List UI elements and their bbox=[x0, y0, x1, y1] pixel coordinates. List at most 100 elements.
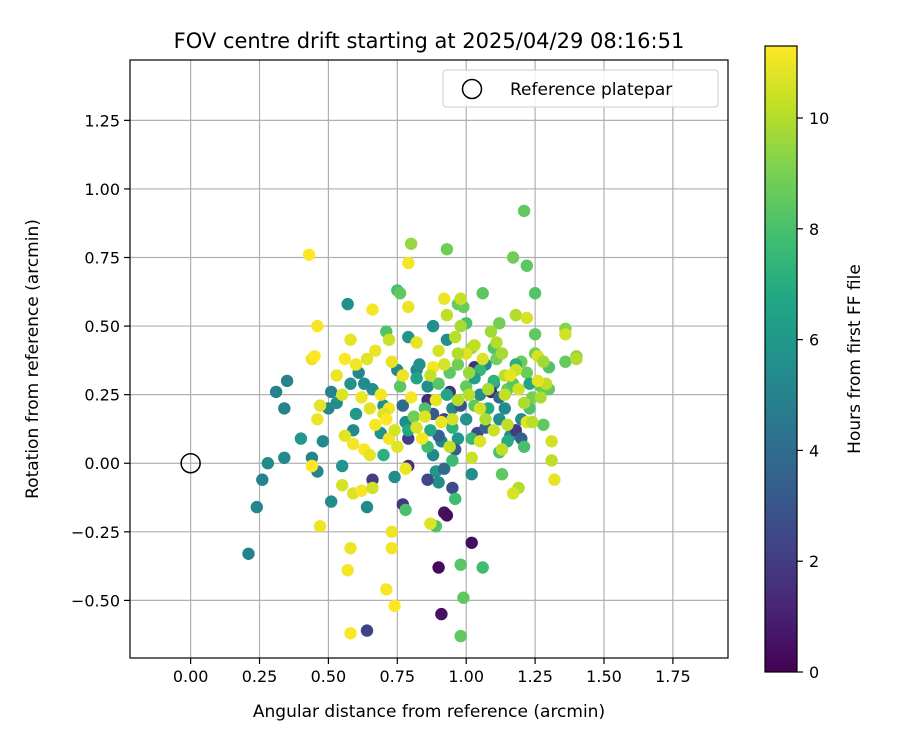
scatter-point bbox=[388, 599, 401, 613]
scatter-point bbox=[316, 435, 330, 448]
scatter-point bbox=[344, 542, 357, 555]
scatter-point bbox=[559, 355, 572, 368]
scatter-point bbox=[410, 372, 423, 385]
x-tick-label: 1.00 bbox=[448, 667, 484, 686]
scatter-point bbox=[424, 369, 437, 382]
scatter-point bbox=[520, 366, 533, 379]
chart-title: FOV centre drift starting at 2025/04/29 … bbox=[174, 29, 685, 53]
scatter-point bbox=[250, 500, 263, 514]
scatter-point bbox=[399, 462, 412, 475]
scatter-point bbox=[421, 380, 434, 393]
scatter-point bbox=[338, 429, 352, 442]
scatter-point bbox=[454, 629, 467, 643]
scatter-point bbox=[570, 352, 583, 366]
scatter-point bbox=[360, 624, 374, 637]
scatter-point bbox=[388, 424, 401, 437]
scatter-point bbox=[355, 484, 368, 497]
scatter-point bbox=[476, 287, 489, 300]
y-tick-label: 1.25 bbox=[84, 111, 120, 130]
scatter-point bbox=[482, 383, 495, 396]
scatter-point bbox=[385, 525, 398, 538]
scatter-point bbox=[531, 374, 545, 388]
scatter-point bbox=[438, 462, 451, 475]
colorbar-tick-label: 6 bbox=[809, 331, 819, 350]
scatter-point bbox=[429, 393, 443, 407]
scatter-point bbox=[506, 251, 520, 264]
colorbar-tick-label: 4 bbox=[809, 441, 819, 460]
scatter-point bbox=[363, 402, 376, 415]
scatter-point bbox=[451, 393, 465, 407]
scatter-point bbox=[380, 583, 393, 596]
legend-box bbox=[442, 69, 719, 108]
scatter-point bbox=[402, 300, 415, 314]
colorbar-tick-label: 8 bbox=[809, 220, 819, 239]
scatter-point bbox=[347, 437, 360, 451]
scatter-point bbox=[366, 303, 379, 316]
scatter-point bbox=[438, 358, 451, 371]
scatter-point bbox=[443, 440, 456, 453]
scatter-point bbox=[476, 561, 489, 574]
colorbar-frame bbox=[764, 45, 798, 673]
legend: Reference platepar bbox=[442, 69, 719, 108]
colorbar-label: Hours from first FF file bbox=[845, 264, 865, 454]
scatter-point bbox=[449, 330, 462, 344]
scatter-point bbox=[355, 391, 368, 404]
scatter-point bbox=[432, 561, 445, 574]
scatter-point bbox=[242, 547, 255, 560]
scatter-point bbox=[349, 358, 363, 371]
scatter-point bbox=[454, 558, 467, 571]
scatter-point bbox=[399, 503, 412, 517]
scatter-point bbox=[559, 328, 572, 341]
scatter-point bbox=[391, 440, 404, 453]
y-tick-label: 1.00 bbox=[84, 180, 120, 199]
scatter-point bbox=[344, 333, 357, 346]
scatter-points bbox=[242, 204, 583, 643]
scatter-point bbox=[424, 424, 437, 437]
scatter-point bbox=[336, 388, 349, 401]
scatter-point bbox=[446, 481, 459, 495]
scatter-point bbox=[305, 459, 319, 473]
scatter-point bbox=[520, 311, 533, 325]
scatter-point bbox=[336, 459, 349, 473]
scatter-point bbox=[432, 344, 445, 357]
colorbar-gradient bbox=[765, 46, 797, 672]
y-tick-label: −0.50 bbox=[71, 591, 120, 610]
x-tick-label: 0.25 bbox=[242, 667, 278, 686]
scatter-point bbox=[440, 388, 454, 401]
legend-label: Reference platepar bbox=[510, 80, 672, 100]
scatter-point bbox=[454, 319, 467, 333]
y-tick-label: −0.25 bbox=[71, 523, 120, 542]
scatter-point bbox=[537, 355, 550, 368]
scatter-point bbox=[520, 259, 533, 272]
scatter-point bbox=[269, 385, 283, 399]
scatter-point bbox=[465, 536, 478, 549]
scatter-point bbox=[421, 473, 434, 486]
x-axis-ticks: 0.00 0.25 0.50 0.75 1.00 1.25 1.50 1.75 bbox=[173, 658, 691, 686]
colorbar-tick-label: 10 bbox=[809, 109, 829, 128]
scatter-point bbox=[440, 509, 454, 522]
scatter-point bbox=[261, 457, 274, 470]
scatter-point bbox=[534, 391, 547, 404]
scatter-point bbox=[313, 520, 327, 533]
x-tick-label: 1.75 bbox=[655, 667, 691, 686]
scatter-point bbox=[517, 204, 531, 218]
scatter-point bbox=[484, 325, 498, 338]
scatter-point bbox=[473, 402, 487, 415]
scatter-point bbox=[278, 402, 291, 415]
scatter-point bbox=[338, 352, 352, 366]
scatter-point bbox=[311, 319, 324, 333]
scatter-point bbox=[256, 473, 269, 486]
y-tick-label: 0.50 bbox=[84, 317, 120, 336]
reference-platepar-marker bbox=[180, 452, 201, 474]
scatter-point bbox=[366, 481, 379, 495]
scatter-point bbox=[449, 492, 462, 506]
scatter-point bbox=[385, 355, 398, 368]
scatter-point bbox=[465, 451, 478, 464]
colorbar-tick-label: 2 bbox=[809, 552, 819, 571]
scatter-point bbox=[526, 415, 539, 429]
colorbar: 0 2 4 6 8 10 Hours from first FF file bbox=[764, 45, 865, 682]
scatter-point bbox=[341, 297, 354, 311]
scatter-point bbox=[490, 336, 503, 349]
scatter-point bbox=[468, 339, 481, 352]
